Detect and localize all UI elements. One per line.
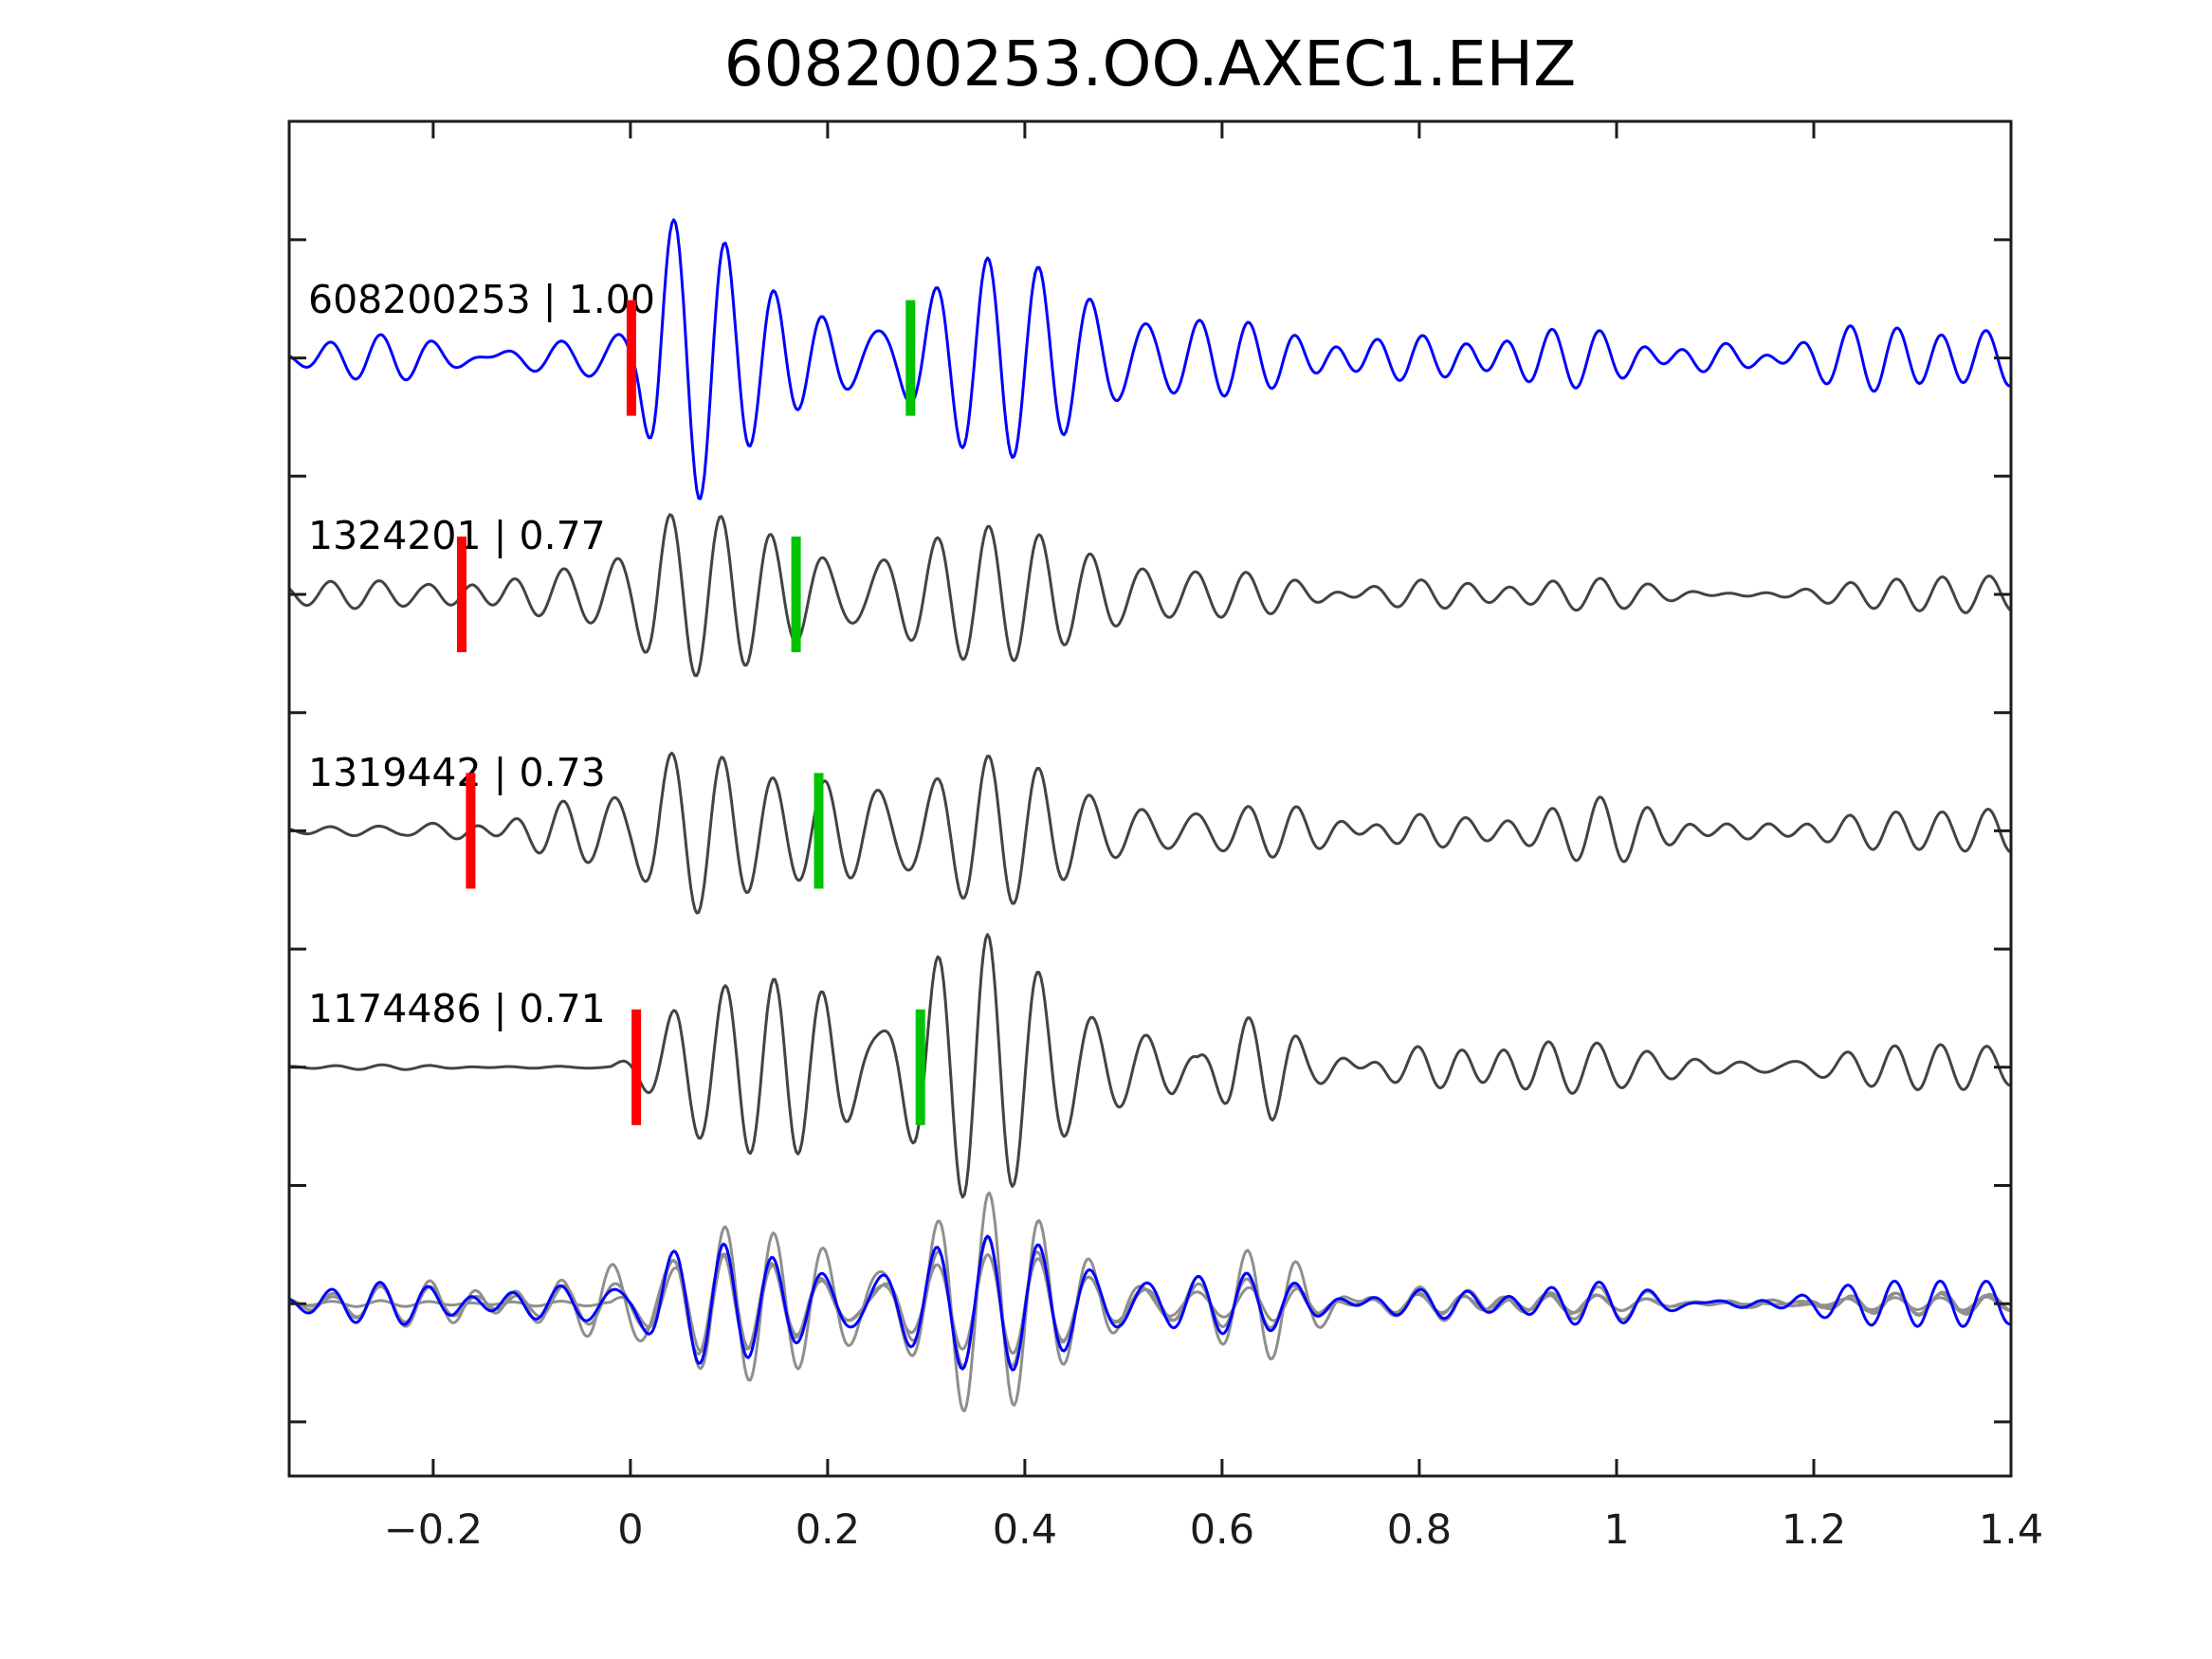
green-pick-marker-1324201 <box>791 537 801 652</box>
axes <box>287 119 2013 1478</box>
red-pick-marker-1324201 <box>457 537 466 652</box>
red-pick-marker-1319442 <box>466 773 476 889</box>
x-axis-tick-labels: −0.2 0 0.2 0.4 0.6 0.8 1 1.2 1.4 <box>384 1506 2044 1554</box>
x-tick-label-−0.2: −0.2 <box>384 1506 483 1554</box>
trace-label-match-3: 1174486 | 0.71 <box>308 986 606 1031</box>
trace-path-overlay-blue <box>290 1234 2010 1372</box>
x-tick-label-0: 0 <box>617 1506 643 1554</box>
trace-label-match-1: 1324201 | 0.77 <box>308 513 606 558</box>
green-pick-marker-1174486 <box>915 1009 925 1125</box>
x-tick-label-0.2: 0.2 <box>795 1506 860 1554</box>
trace-labels: 608200253 | 1.00 1324201 | 0.77 1319442 … <box>308 277 655 1031</box>
axis-tick-marks <box>290 122 2013 1475</box>
x-tick-label-1.4: 1.4 <box>1979 1506 2043 1554</box>
pick-markers <box>457 300 925 1125</box>
x-tick-label-0.8: 0.8 <box>1387 1506 1452 1554</box>
trace-path-1319442 <box>290 751 2010 915</box>
trace-label-reference: 608200253 | 1.00 <box>308 277 655 322</box>
green-pick-marker-1319442 <box>814 773 824 889</box>
trace-path-1324201 <box>290 513 2010 678</box>
red-pick-marker-1174486 <box>631 1009 642 1125</box>
trace-label-match-2: 1319442 | 0.73 <box>308 750 606 795</box>
trace-path-overlay-gray-3 <box>290 1252 2010 1355</box>
red-pick-marker-608200253 <box>626 300 636 416</box>
plot-title: 608200253.OO.AXEC1.EHZ <box>724 27 1577 100</box>
x-tick-label-1: 1 <box>1603 1506 1629 1554</box>
trace-path-1174486 <box>290 933 2010 1199</box>
trace-lines <box>290 218 2010 1413</box>
x-tick-label-0.4: 0.4 <box>993 1506 1057 1554</box>
x-tick-label-1.2: 1.2 <box>1782 1506 1846 1554</box>
plot-border <box>287 119 2013 1478</box>
green-pick-marker-608200253 <box>905 300 916 416</box>
x-tick-label-0.6: 0.6 <box>1190 1506 1254 1554</box>
trace-path-608200253 <box>290 218 2010 501</box>
